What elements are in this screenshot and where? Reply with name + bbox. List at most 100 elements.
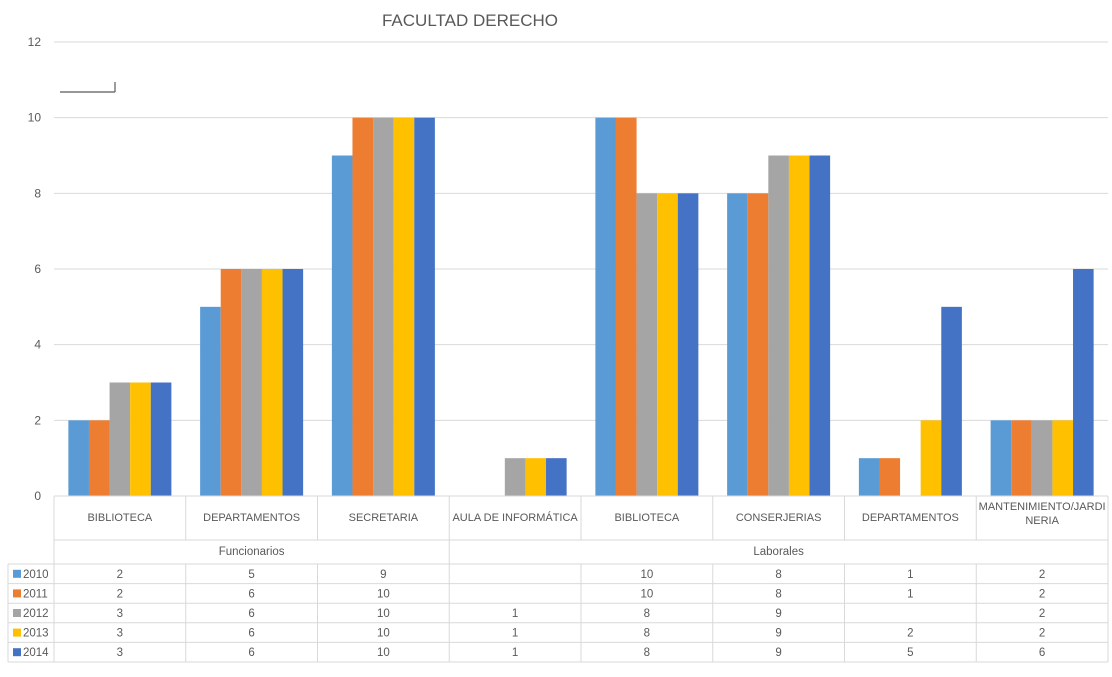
y-tick-label: 6 [34, 262, 41, 276]
bar-2013-5 [788, 155, 810, 496]
bar-2014-6 [941, 306, 962, 496]
bar-2010-7 [990, 420, 1012, 496]
table-cell: 8 [775, 569, 781, 581]
table-cell: 3 [117, 628, 123, 640]
bar-2013-2 [393, 117, 415, 497]
bar-2013-4 [657, 193, 678, 497]
category-label: NERIA [1025, 515, 1059, 527]
table-cell: 1 [907, 588, 913, 600]
y-tick-label: 2 [34, 413, 41, 427]
table-cell: 9 [775, 628, 781, 640]
table-cell: 10 [640, 569, 653, 581]
table-cell: 1 [512, 608, 518, 620]
table-cell: 9 [775, 647, 781, 659]
bar-2014-5 [809, 155, 831, 496]
bar-2013-0 [130, 382, 151, 496]
y-tick-label: 8 [34, 186, 41, 200]
bar-2011-5 [747, 193, 769, 497]
legend-label: 2011 [23, 588, 48, 600]
bar-2012-3 [504, 458, 526, 496]
category-label: MANTENIMIENTO/JARDI [979, 501, 1106, 513]
legend-label: 2012 [23, 608, 49, 620]
bar-2014-0 [150, 382, 172, 496]
table-cell: 6 [1039, 647, 1045, 659]
category-label: DEPARTAMENTOS [862, 512, 959, 524]
bar-2013-1 [261, 269, 283, 496]
table-cell: 1 [512, 647, 518, 659]
bar-2012-5 [768, 155, 789, 496]
table-cell: 9 [775, 608, 781, 620]
table-cell: 2 [907, 628, 913, 640]
category-label: SECRETARIA [349, 512, 419, 524]
table-cell: 3 [117, 608, 123, 620]
y-tick-label: 4 [34, 338, 41, 352]
legend-label: 2013 [23, 628, 49, 640]
table-cell: 1 [907, 569, 913, 581]
table-cell: 10 [377, 628, 390, 640]
legend-key-2011 [13, 589, 21, 598]
category-label: AULA DE INFORMÁTICA [452, 511, 578, 524]
table-cell: 6 [248, 588, 254, 600]
table-cell: 3 [117, 647, 123, 659]
legend-label: 2010 [23, 569, 49, 581]
table-cell: 1 [512, 628, 518, 640]
bar-2010-6 [858, 458, 880, 496]
bar-2012-0 [109, 382, 131, 496]
table-cell: 8 [644, 608, 650, 620]
table-cell: 8 [644, 647, 650, 659]
table-cell: 6 [248, 608, 254, 620]
data-table: BIBLIOTECA DEPARTAMENTOS SECRETARIA AULA DE… [7, 495, 1109, 663]
bar-2013-3 [525, 458, 547, 496]
bar-2011-6 [879, 458, 901, 496]
bar-2014-3 [546, 458, 567, 496]
table-cell: 9 [380, 569, 386, 581]
bar-2011-4 [615, 117, 637, 497]
bar-2013-6 [920, 420, 942, 496]
category-label: BIBLIOTECA [614, 512, 679, 524]
legend-label: 2014 [23, 647, 49, 659]
table-cell: 5 [907, 647, 913, 659]
table-cell: 10 [640, 588, 653, 600]
legend-key-2012 [13, 609, 21, 617]
category-label: DEPARTAMENTOS [203, 512, 300, 524]
bars [68, 117, 1094, 497]
table-cell: 2 [1039, 588, 1045, 600]
table-cell: 10 [377, 647, 390, 659]
y-axis: 0 2 4 6 8 10 12 [28, 35, 42, 503]
bar-2012-7 [1031, 420, 1053, 496]
table-cell: 5 [248, 569, 254, 581]
table-cell: 2 [1039, 569, 1045, 581]
table-cell: 2 [1039, 608, 1045, 620]
table-cell: 10 [377, 608, 390, 620]
bar-2011-0 [88, 420, 110, 496]
legend-key-2014 [13, 648, 21, 657]
bar-2011-2 [352, 117, 374, 497]
y-tick-label: 12 [28, 35, 42, 49]
bar-2012-2 [373, 117, 394, 497]
bar-2010-4 [595, 117, 616, 497]
category-label: BIBLIOTECA [87, 512, 152, 524]
legend-key-2013 [13, 628, 21, 637]
table-cell: 2 [1039, 628, 1045, 640]
table-cell: 10 [377, 588, 390, 600]
bar-2010-1 [200, 306, 221, 496]
group-label: Funcionarios [219, 546, 285, 558]
category-label: CONSERJERIAS [736, 512, 822, 524]
group-label: Laborales [753, 546, 804, 558]
table-cell: 2 [117, 569, 123, 581]
y-tick-label: 10 [28, 111, 42, 125]
table-cell: 8 [775, 588, 781, 600]
legend-key-2010 [13, 569, 21, 578]
bar-2014-7 [1073, 269, 1094, 496]
table-cell: 2 [117, 588, 123, 600]
table-cell: 6 [248, 647, 254, 659]
bar-2014-1 [282, 269, 304, 496]
bar-2012-4 [636, 193, 658, 497]
bar-2010-2 [331, 155, 353, 496]
bar-2014-4 [677, 193, 699, 497]
bar-2011-7 [1011, 420, 1032, 496]
bar-2014-2 [414, 117, 435, 497]
bar-2011-1 [220, 269, 242, 496]
table-cell: 8 [644, 628, 650, 640]
